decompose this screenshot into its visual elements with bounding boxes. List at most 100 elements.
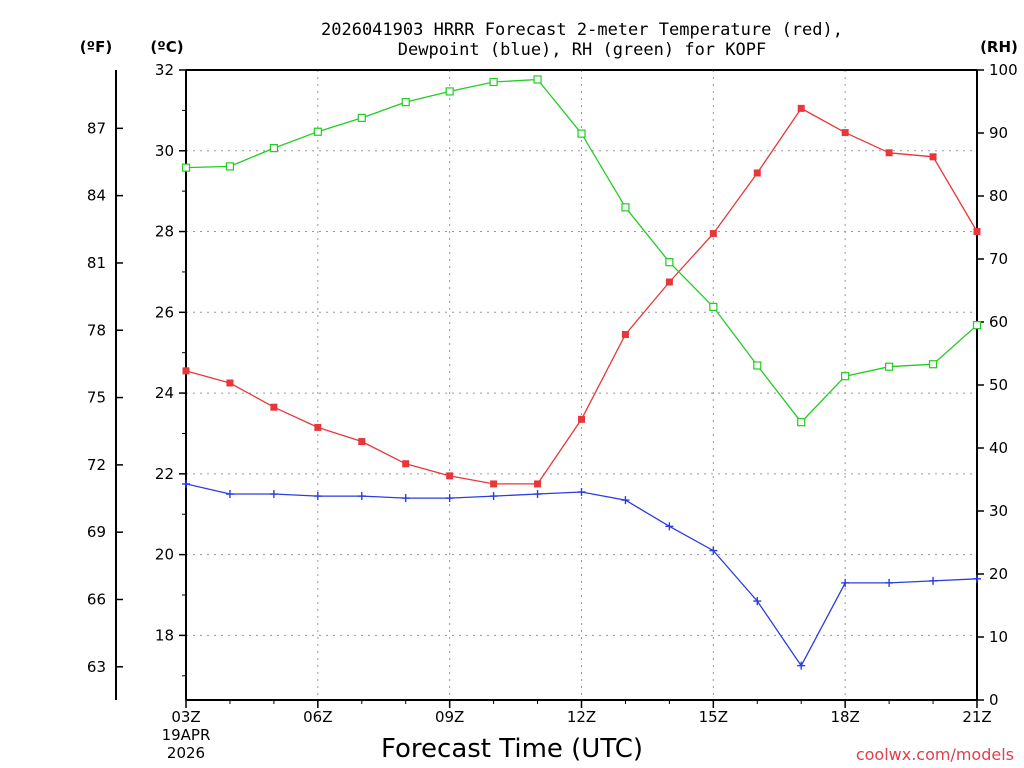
dewpoint-point (489, 492, 498, 501)
date-label-year: 2026 (167, 744, 205, 762)
rh-point (797, 418, 806, 427)
dewpoint-point (665, 522, 674, 531)
x-axis-title: Forecast Time (UTC) (381, 734, 643, 764)
rh-point (357, 113, 366, 122)
rh-point (841, 372, 850, 381)
fahrenheit-tick-label: 66 (87, 590, 106, 608)
dewpoint-point (797, 661, 806, 670)
temperature-point (226, 379, 234, 387)
temperature-point (358, 438, 366, 446)
x-tick-label: 03Z (171, 708, 200, 726)
axes (115, 69, 984, 708)
rh-tick-label: 50 (989, 376, 1008, 394)
celsius-tick-label: 26 (155, 303, 174, 321)
rh-point (665, 258, 674, 267)
rh-point (753, 361, 762, 370)
temperature-point (314, 423, 322, 431)
x-tick-label: 15Z (699, 708, 728, 726)
data-series (181, 75, 982, 670)
temperature-point (973, 228, 981, 236)
rh-point (401, 98, 410, 107)
fahrenheit-tick-label: 75 (87, 389, 106, 407)
temperature-point (753, 169, 761, 177)
temperature-point (929, 153, 937, 161)
temperature-point (182, 367, 190, 375)
fahrenheit-tick-label: 81 (87, 254, 106, 272)
temperature-point (270, 403, 278, 411)
rh-tick-label: 60 (989, 313, 1008, 331)
temperature-point (578, 415, 585, 423)
rh-point (972, 321, 982, 330)
dewpoint-point (357, 492, 366, 501)
rh-point (577, 129, 586, 138)
temperature-point (621, 331, 629, 339)
dewpoint-point (841, 578, 850, 587)
temperature-point (665, 278, 673, 286)
rh-point (445, 87, 454, 96)
dewpoint-point (973, 574, 981, 583)
credit-text: coolwx.com/models (856, 745, 1014, 764)
rh-tick-label: 30 (989, 502, 1008, 520)
rh-point (885, 362, 894, 371)
celsius-tick-label: 30 (155, 142, 174, 160)
rh-point (709, 302, 718, 311)
rh-tick-label: 80 (989, 187, 1008, 205)
rh-tick-label: 10 (989, 628, 1008, 646)
fahrenheit-unit-label: (ºF) (80, 38, 112, 56)
dewpoint-point (753, 597, 762, 606)
rh-tick-label: 100 (989, 61, 1018, 79)
rh-point (225, 162, 235, 171)
celsius-tick-label: 28 (155, 223, 174, 241)
rh-point (489, 77, 498, 87)
rh-point (621, 203, 630, 212)
rh-point (313, 127, 322, 136)
dewpoint-point (401, 494, 410, 503)
dewpoint-point (929, 576, 938, 585)
dewpoint-point (182, 479, 190, 488)
fahrenheit-tick-label: 78 (87, 321, 106, 339)
dewpoint-point (225, 490, 234, 499)
chart-title-line-2: Dewpoint (blue), RH (green) for KOPF (398, 40, 766, 60)
x-tick-label: 09Z (435, 708, 464, 726)
fahrenheit-tick-label: 63 (87, 658, 106, 676)
dewpoint-point (577, 488, 586, 497)
celsius-tick-label: 22 (155, 465, 174, 483)
x-tick-label: 06Z (303, 708, 332, 726)
rh-tick-label: 0 (989, 691, 999, 709)
temperature-point (402, 460, 410, 468)
dewpoint-point (709, 546, 718, 555)
rh-point (533, 75, 542, 84)
dewpoint-point (885, 578, 894, 587)
rh-point (928, 360, 938, 369)
dewpoint-point (621, 496, 630, 505)
temperature-point (490, 480, 498, 488)
celsius-tick-label: 24 (155, 384, 174, 402)
temperature-point (446, 472, 454, 480)
celsius-unit-label: (ºC) (150, 38, 183, 56)
chart-title-line-1: 2026041903 HRRR Forecast 2-meter Tempera… (321, 20, 843, 40)
rh-tick-label: 70 (989, 250, 1008, 268)
celsius-tick-label: 18 (155, 626, 174, 644)
rh-unit-label: (RH) (980, 38, 1018, 56)
fahrenheit-tick-label: 72 (87, 456, 106, 474)
celsius-tick-label: 20 (155, 546, 174, 564)
fahrenheit-tick-label: 69 (87, 523, 106, 541)
fahrenheit-tick-label: 87 (87, 119, 106, 137)
celsius-tick-label: 32 (155, 61, 174, 79)
x-tick-label: 12Z (567, 708, 596, 726)
rh-tick-label: 20 (989, 565, 1008, 583)
dewpoint-point (269, 490, 278, 499)
temperature-point (841, 129, 849, 137)
x-tick-label: 21Z (962, 708, 991, 726)
rh-tick-label: 90 (989, 124, 1008, 142)
fahrenheit-tick-label: 84 (87, 187, 106, 205)
tick-labels: 03Z 06Z 09Z 12Z 15Z 18Z 21Z 18 20 22 24 26 28 30 32 63 6… (87, 61, 1018, 726)
temperature-point (797, 104, 805, 112)
rh-point (181, 163, 191, 172)
x-tick-label: 18Z (830, 708, 859, 726)
dewpoint-point (313, 492, 322, 501)
rh-point (269, 144, 278, 153)
rh-tick-label: 40 (989, 439, 1008, 457)
grid-lines (186, 70, 977, 700)
